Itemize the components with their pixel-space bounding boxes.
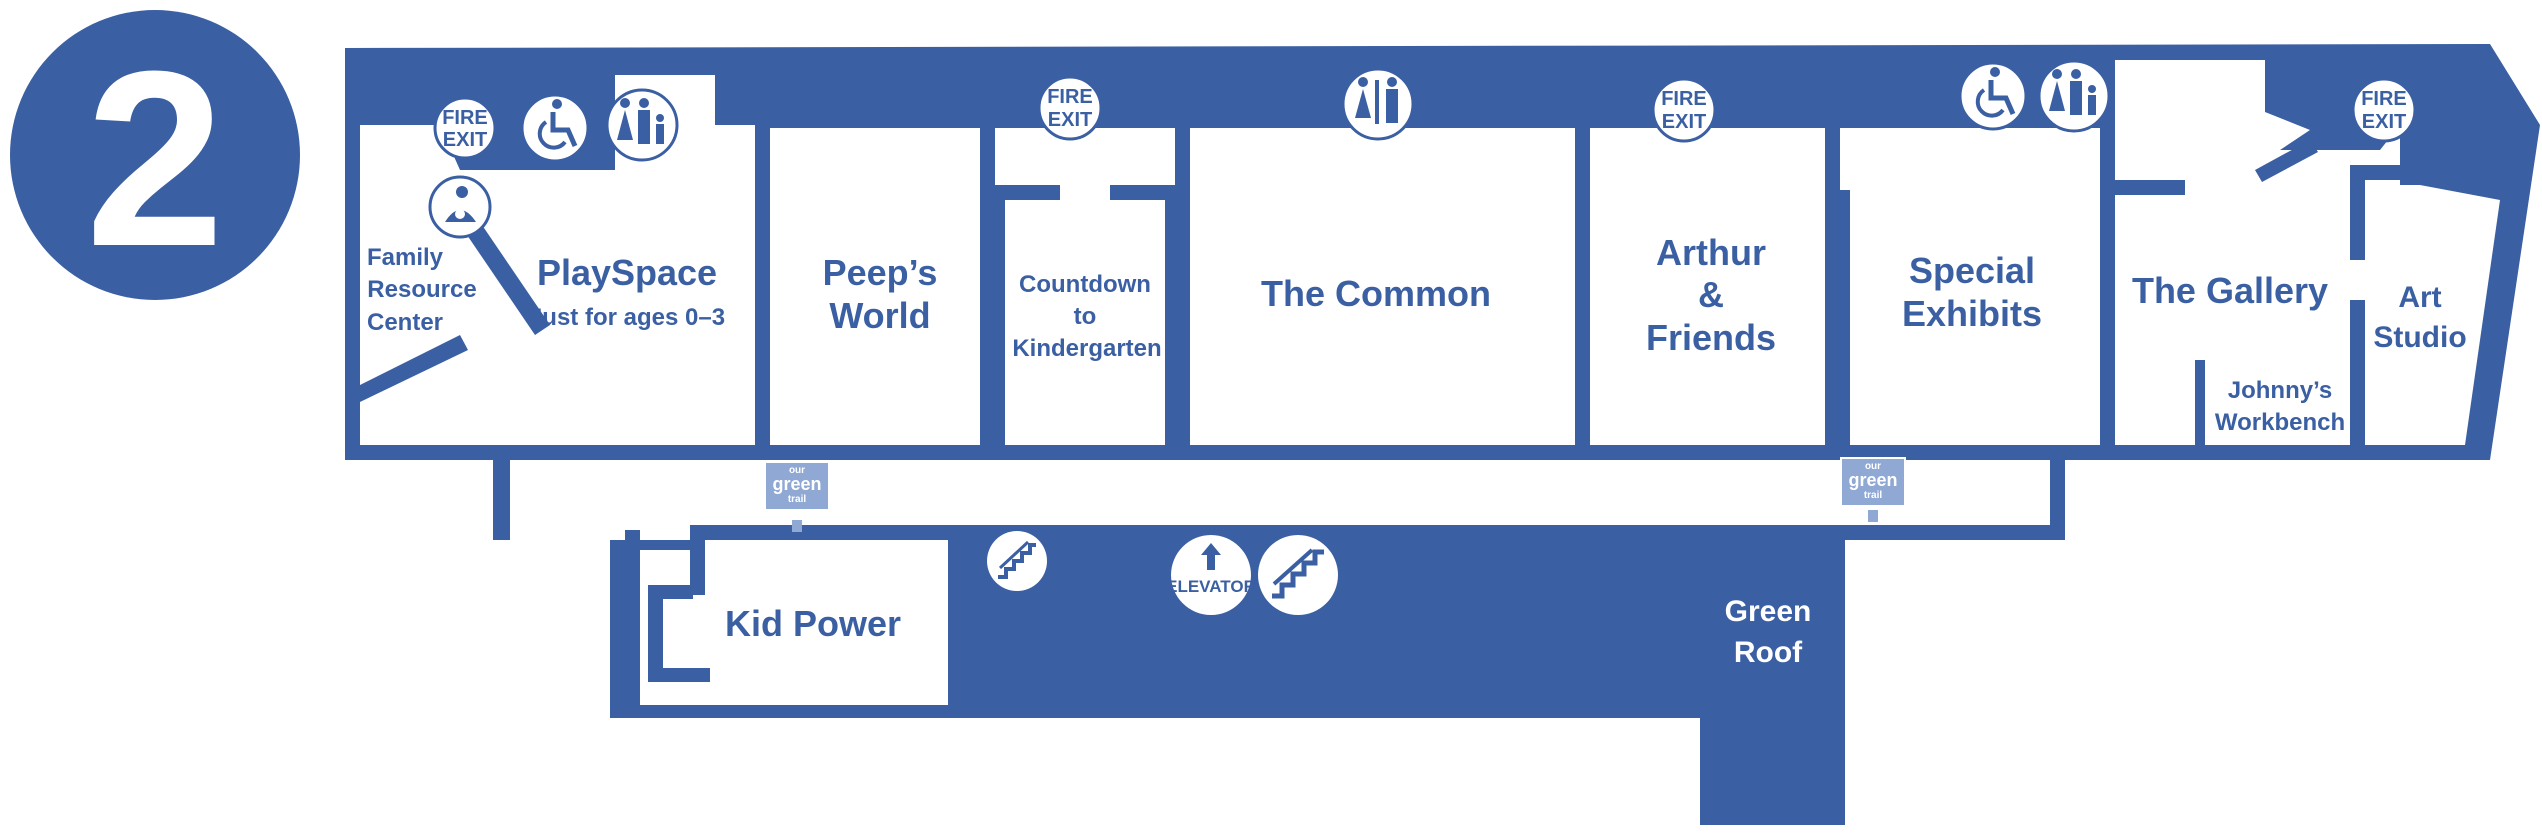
countdown-floor <box>995 128 1175 445</box>
floor-number: 2 <box>85 19 224 298</box>
room-labels: Family Resource Center PlaySpace Just fo… <box>367 232 2467 669</box>
gallery-wall-inner-top <box>2100 180 2185 195</box>
wall-special-gallery <box>2100 128 2115 458</box>
green-trail-sign-icon: our green trail <box>1840 457 1906 522</box>
fire-exit-text-2: EXIT <box>2362 111 2406 133</box>
art-studio-floor <box>2370 185 2500 445</box>
peeps-world-label-1: Peep’s <box>823 252 938 293</box>
playspace-sublabel: Just for ages 0–3 <box>529 304 725 331</box>
kid-power-label: Kid Power <box>725 603 901 644</box>
art-studio-label-1: Art <box>2398 281 2441 314</box>
front-wall-8 <box>1955 445 2045 460</box>
countdown-label-1: Countdown <box>1019 271 1151 298</box>
room-floors <box>360 60 2500 705</box>
johnnys-workbench-label-2: Workbench <box>2215 409 2345 436</box>
fire-exit-icon: FIRE EXIT <box>1037 75 1103 141</box>
fire-exit-text-1: FIRE <box>1661 88 1707 110</box>
the-gallery-label: The Gallery <box>2132 270 2328 311</box>
art-studio-wall-top <box>2350 165 2420 180</box>
arthur-friends-label-2: & <box>1698 274 1724 315</box>
special-exhibits-label-1: Special <box>1909 250 2035 291</box>
front-wall-4 <box>1110 445 1180 460</box>
family-resource-center-label-1: Family <box>367 244 444 271</box>
corridor-wall-right <box>2050 445 2065 540</box>
stairs-icon <box>1258 535 1338 615</box>
countdown-wall-top-right <box>1110 185 1180 200</box>
countdown-label-3: Kindergarten <box>1012 335 1161 362</box>
family-resource-center-label-2: Resource <box>367 276 476 303</box>
elevator-icon: ELEVATOR <box>1166 535 1256 615</box>
green-roof-label-2: Roof <box>1734 636 1803 669</box>
floor-badge-circle <box>10 10 300 300</box>
stairs-icon <box>987 531 1047 591</box>
art-studio-label-2: Studio <box>2373 321 2466 354</box>
green-trail-text-2: green <box>1848 470 1897 490</box>
wall-common-arthur <box>1575 192 1590 447</box>
special-exhibits-label-2: Exhibits <box>1902 293 2042 334</box>
kid-power-inner-wall-d <box>690 525 705 595</box>
accessible-icon <box>1958 61 2028 131</box>
green-trail-text-3: trail <box>788 494 807 505</box>
wall-arthur-special <box>1835 190 1850 447</box>
countdown-wall-left <box>990 185 1005 460</box>
front-wall-1 <box>345 445 535 460</box>
green-trail-text-1: our <box>789 465 805 476</box>
fire-exit-text-1: FIRE <box>442 107 488 129</box>
family-restroom-icon <box>2037 59 2111 133</box>
green-trail-text-1: our <box>1865 461 1881 472</box>
green-trail-text-3: trail <box>1864 490 1883 501</box>
green-trail-sign-icon: our green trail <box>764 461 830 532</box>
the-common-label: The Common <box>1261 273 1491 314</box>
johnnys-workbench-wall-left <box>2195 360 2205 445</box>
the-common-floor <box>1190 128 1575 445</box>
countdown-label-2: to <box>1074 303 1097 330</box>
restroom-icon <box>1341 67 1415 141</box>
fire-exit-text-2: EXIT <box>1662 111 1706 133</box>
fire-exit-text-1: FIRE <box>1047 86 1093 108</box>
peeps-world-label-2: World <box>829 295 930 336</box>
countdown-wall-top-left <box>990 185 1060 200</box>
gallery-floor <box>2115 60 2400 445</box>
fire-exit-text-1: FIRE <box>2361 88 2407 110</box>
special-exhibits-floor <box>1840 128 2100 445</box>
front-wall-2 <box>580 445 880 460</box>
family-restroom-icon <box>605 88 679 162</box>
kid-power-inner-wall-c <box>648 585 693 599</box>
floor-badge: 2 <box>10 10 300 300</box>
elevator-label: ELEVATOR <box>1166 577 1256 596</box>
kid-power-inner-wall-a <box>648 585 663 670</box>
gallery-wall-diagonal <box>2255 140 2318 182</box>
corridor-floor <box>510 460 2050 540</box>
family-resource-center-label-3: Center <box>367 309 443 336</box>
arthur-friends-label-1: Arthur <box>1656 232 1766 273</box>
green-trail-text-2: green <box>772 474 821 494</box>
peeps-world-floor <box>770 128 980 445</box>
kid-power-inner-wall-b <box>648 668 710 682</box>
frc-partition-lower <box>360 335 468 402</box>
corridor-wall-left <box>493 445 510 540</box>
interior-walls <box>345 125 2420 710</box>
fire-exit-icon: FIRE EXIT <box>2351 77 2417 143</box>
kid-power-wall-left <box>625 530 640 710</box>
arthur-floor <box>1590 128 1825 445</box>
accessible-icon <box>520 93 590 163</box>
kid-power-floor <box>625 540 948 705</box>
front-wall-5 <box>1230 445 1350 460</box>
countdown-wall-right <box>1165 185 1180 460</box>
wall-playspace-peeps <box>755 128 770 458</box>
fire-exit-icon: FIRE EXIT <box>1651 77 1717 143</box>
fire-exit-icon: FIRE EXIT <box>433 96 497 160</box>
johnnys-workbench-label-1: Johnny’s <box>2228 377 2332 404</box>
arthur-friends-label-3: Friends <box>1646 317 1776 358</box>
gallery-art-wall-lower <box>2350 300 2365 450</box>
nursing-room-icon <box>428 175 492 239</box>
playspace-label: PlaySpace <box>537 252 717 293</box>
front-wall-6 <box>1395 445 1630 460</box>
fire-exit-text-2: EXIT <box>1048 109 1092 131</box>
gallery-art-wall <box>2350 165 2365 260</box>
fire-exit-text-2: EXIT <box>443 129 487 151</box>
front-wall-7 <box>1695 445 1790 460</box>
green-roof-label-1: Green <box>1725 595 1812 628</box>
